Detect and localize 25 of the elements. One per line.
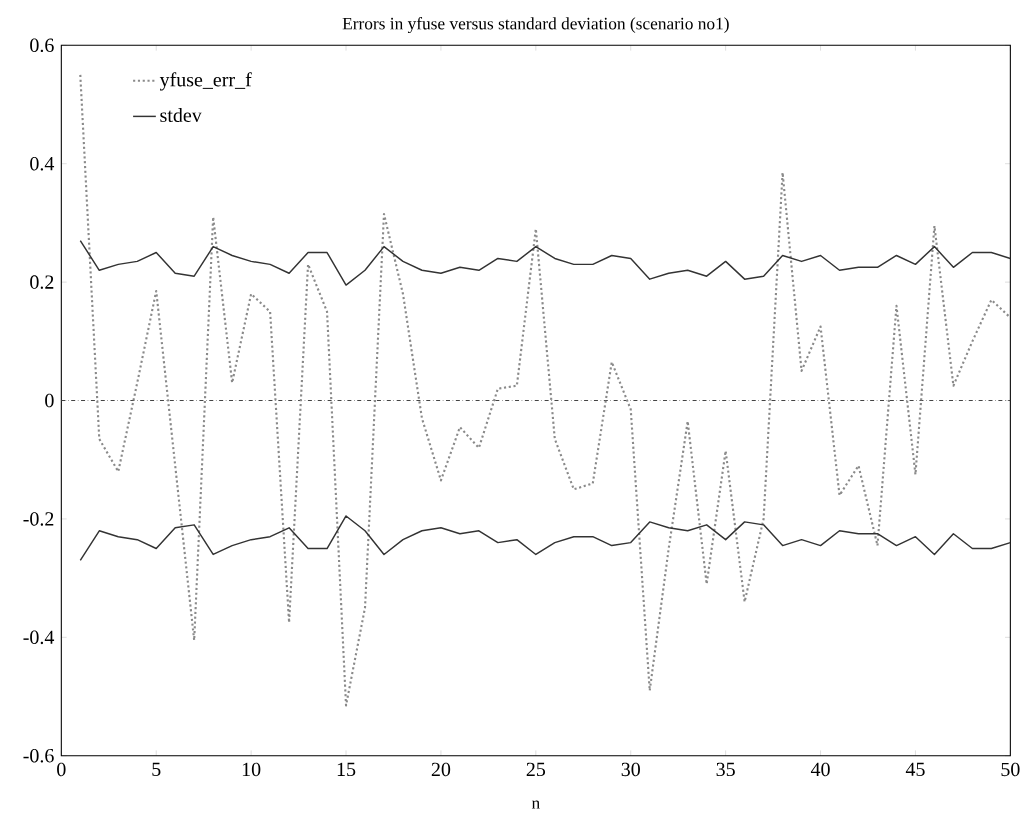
x-tick-label: 25 [526, 762, 546, 777]
legend-label: yfuse_err_f [159, 72, 252, 91]
x-tick-label: 0 [57, 762, 66, 777]
x-tick-label: 10 [242, 762, 261, 777]
chart-title: Errors in yfuse versus standard deviation (scenario no1) [342, 17, 729, 34]
line-series [79, 73, 1011, 707]
y-tick-label: 0.6 [30, 38, 54, 53]
y-tick-label: -0.6 [23, 748, 54, 763]
line-series [79, 515, 1011, 562]
y-tick-label: 0.2 [30, 275, 54, 289]
x-tick-label: 40 [810, 762, 830, 777]
x-tick-label: 20 [431, 762, 451, 777]
x-tick-label: 5 [152, 762, 161, 776]
x-tick-label: 50 [1001, 762, 1020, 777]
y-tick-label: 0.4 [30, 156, 55, 171]
line-series [79, 239, 1011, 286]
legend-label: stdev [160, 107, 202, 122]
x-axis-title: n [531, 800, 540, 809]
y-tick-label: -0.2 [23, 512, 54, 526]
x-tick-label: 35 [716, 762, 735, 777]
y-tick-label: 0 [45, 393, 54, 408]
x-tick-label: 30 [621, 762, 640, 777]
y-tick-label: -0.4 [23, 630, 55, 645]
x-tick-label: 15 [337, 762, 356, 777]
x-tick-label: 45 [905, 762, 925, 776]
